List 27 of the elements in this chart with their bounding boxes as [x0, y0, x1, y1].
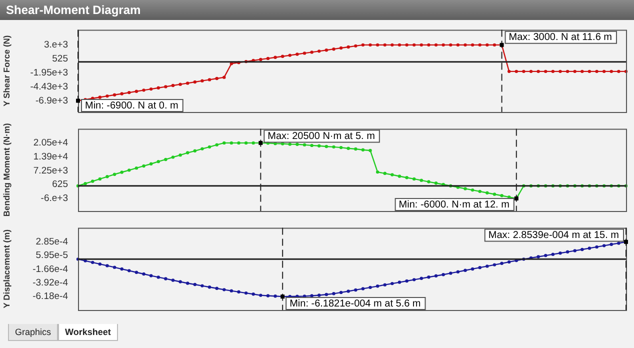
y-tick-label: 625: [52, 179, 68, 190]
text: Graphics: [8, 324, 58, 341]
y-tick-label: 2.85e-4: [36, 236, 68, 248]
y-tick-label: -1.66e-4: [32, 264, 68, 275]
y-tick-label: 5.95e-5: [36, 250, 68, 262]
y-tick-label: 525: [52, 53, 68, 64]
y-tick-label: -6.e+3: [40, 193, 68, 204]
y-axis-title: Bending Moment (N·m): [1, 122, 12, 217]
annotation: Min: -6900. N at 0. m: [85, 100, 178, 112]
y-tick-label: -3.92e-4: [32, 278, 68, 289]
y-axis-title: Y Shear Force (N): [1, 35, 12, 106]
text: Worksheet: [58, 324, 118, 341]
y-tick-label: 3.e+3: [44, 40, 68, 51]
y-axis-title: Y Displacement (m): [1, 229, 12, 308]
annotation: Min: -6.1821e-004 m at 5.6 m: [290, 298, 421, 310]
y-tick-label: 1.39e+4: [33, 151, 68, 162]
annotation: Max: 2.8539e-004 m at 15. m: [488, 230, 619, 241]
y-tick-label: -6.18e-4: [32, 291, 68, 302]
chart-title: Shear-Moment Diagram: [0, 0, 634, 20]
y-tick-label: -4.43e+3: [30, 81, 68, 92]
annotation: Min: -6000. N·m at 12. m: [398, 199, 510, 210]
annotation: Max: 20500 N·m at 5. m: [268, 130, 375, 142]
y-tick-label: -1.95e+3: [30, 67, 68, 78]
y-tick-label: 2.05e+4: [33, 138, 68, 149]
y-tick-label: 7.25e+3: [33, 165, 68, 176]
annotation: Max: 3000. N at 11.6 m: [508, 32, 612, 44]
y-tick-label: -6.9e+3: [36, 95, 68, 106]
